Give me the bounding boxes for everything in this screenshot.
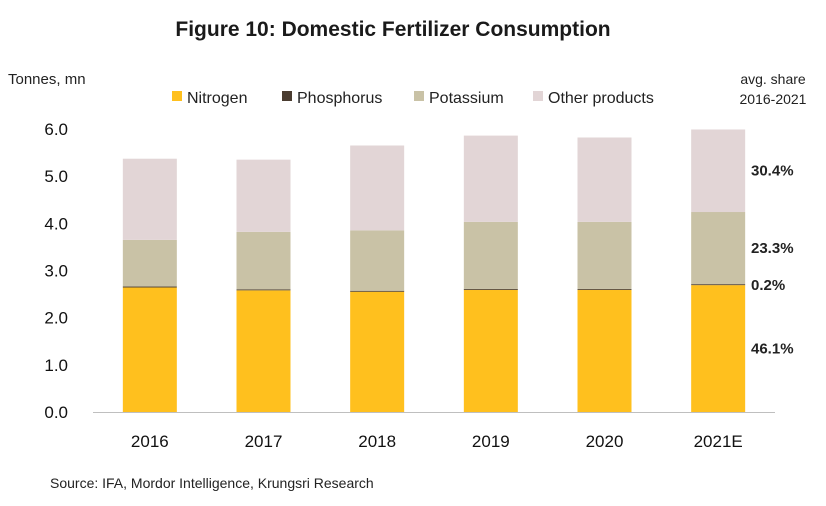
share-header-line-1: avg. share xyxy=(740,71,806,87)
bar-nitrogen-2016 xyxy=(122,287,177,412)
y-tick-label: 0.0 xyxy=(44,403,68,422)
legend: Nitrogen Phosphorus Potassium Other product… xyxy=(172,90,654,107)
bar-potassium-2016 xyxy=(122,239,177,287)
source-note: Source: IFA, Mordor Intelligence, Krungs… xyxy=(50,475,374,491)
bar-phosphorus-2018 xyxy=(350,290,405,292)
bar-potassium-2019 xyxy=(463,221,518,289)
x-tick-label: 2020 xyxy=(586,432,624,451)
y-tick-label: 2.0 xyxy=(44,309,68,328)
y-axis-label: Tonnes, mn xyxy=(8,71,86,88)
share-labels: 30.4% 23.3% 0.2% 46.1% xyxy=(751,163,794,358)
bar-phosphorus-2021e xyxy=(691,284,746,286)
legend-swatch-other-products xyxy=(533,91,543,101)
x-tick-label: 2018 xyxy=(358,432,396,451)
y-tick-label: 3.0 xyxy=(44,262,68,281)
legend-swatch-phosphorus xyxy=(282,91,292,101)
bar-other-products-2018 xyxy=(350,145,405,231)
bar-nitrogen-2019 xyxy=(463,289,518,412)
share-header-line-2: 2016-2021 xyxy=(740,91,807,107)
bar-other-products-2016 xyxy=(122,158,177,240)
bar-other-products-2020 xyxy=(577,137,632,222)
bar-nitrogen-2018 xyxy=(350,291,405,412)
bar-other-products-2019 xyxy=(463,135,518,222)
legend-label-phosphorus: Phosphorus xyxy=(297,90,382,107)
legend-label-other-products: Other products xyxy=(548,90,654,107)
share-label-nitrogen: 46.1% xyxy=(751,341,794,358)
legend-label-nitrogen: Nitrogen xyxy=(187,90,247,107)
bar-other-products-2021e xyxy=(691,129,746,213)
bar-phosphorus-2019 xyxy=(463,288,518,290)
x-axis: 2016 2017 2018 2019 2020 2021E xyxy=(131,432,743,451)
y-axis: 0.0 1.0 2.0 3.0 4.0 5.0 6.0 xyxy=(44,120,68,422)
bar-nitrogen-2020 xyxy=(577,289,632,412)
x-tick-label: 2019 xyxy=(472,432,510,451)
y-tick-label: 1.0 xyxy=(44,356,68,375)
share-label-other-products: 30.4% xyxy=(751,163,794,180)
bar-phosphorus-2020 xyxy=(577,288,632,290)
bar-other-products-2017 xyxy=(236,159,291,232)
share-label-potassium: 23.3% xyxy=(751,240,794,257)
bar-nitrogen-2017 xyxy=(236,290,291,412)
legend-swatch-potassium xyxy=(414,91,424,101)
bar-potassium-2018 xyxy=(350,230,405,291)
share-label-phosphorus: 0.2% xyxy=(751,277,785,294)
bar-nitrogen-2021e xyxy=(691,285,746,412)
x-tick-label: 2017 xyxy=(245,432,283,451)
y-tick-label: 6.0 xyxy=(44,120,68,139)
y-tick-label: 5.0 xyxy=(44,167,68,186)
legend-label-potassium: Potassium xyxy=(429,90,504,107)
legend-swatch-nitrogen xyxy=(172,91,182,101)
y-tick-label: 4.0 xyxy=(44,214,68,233)
chart-title: Figure 10: Domestic Fertilizer Consumpti… xyxy=(175,18,610,41)
x-tick-label: 2016 xyxy=(131,432,169,451)
bars xyxy=(122,129,746,412)
bar-potassium-2017 xyxy=(236,231,291,290)
bar-phosphorus-2017 xyxy=(236,289,291,291)
bar-potassium-2020 xyxy=(577,221,632,289)
bar-phosphorus-2016 xyxy=(122,286,177,288)
x-tick-label: 2021E xyxy=(694,432,743,451)
bar-potassium-2021e xyxy=(691,212,746,285)
